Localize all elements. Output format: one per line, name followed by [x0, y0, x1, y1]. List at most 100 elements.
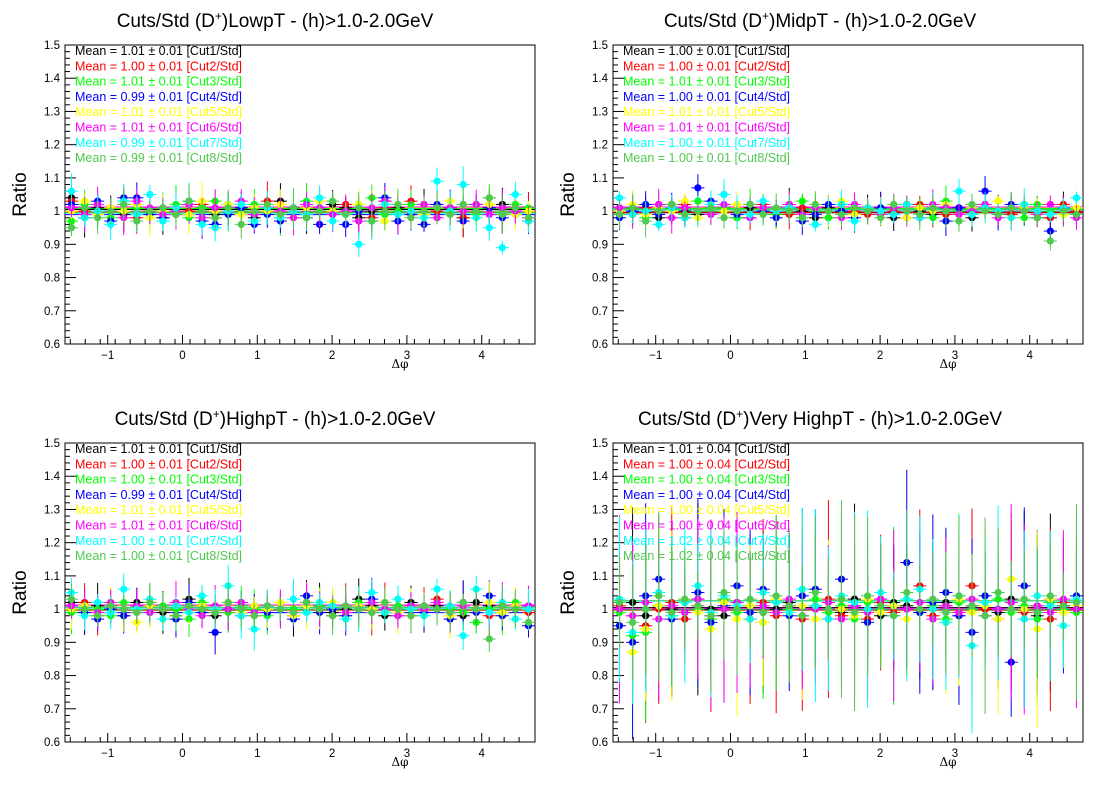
- marker: [368, 217, 376, 225]
- data-point: [273, 597, 287, 621]
- data-point: [430, 592, 444, 626]
- data-point: [443, 593, 457, 632]
- marker: [433, 204, 441, 212]
- x-tick-label: 2: [877, 748, 883, 760]
- legend-entry: Mean = 1.01 ± 0.01 [Cut6/Std]: [75, 121, 242, 135]
- data-point: [469, 200, 483, 222]
- legend-entry: Mean = 1.01 ± 0.01 [Cut5/Std]: [75, 503, 242, 517]
- legend-entry: Mean = 1.00 ± 0.01 [Cut7/Std]: [75, 534, 242, 548]
- data-point: [743, 195, 757, 214]
- data-point: [300, 206, 314, 229]
- marker: [615, 210, 624, 219]
- data-point: [639, 543, 653, 675]
- data-point: [482, 189, 496, 206]
- y-tick-label: 1: [54, 604, 60, 616]
- legend-entry: Mean = 1.00 ± 0.01 [Cut8/Std]: [623, 151, 790, 165]
- marker: [942, 207, 950, 215]
- marker: [1033, 214, 1041, 222]
- y-tick-label: 1: [54, 206, 60, 218]
- data-point: [143, 582, 157, 623]
- marker: [850, 217, 859, 225]
- marker: [733, 207, 741, 215]
- x-tick-label: 1: [254, 748, 260, 760]
- data-point: [78, 196, 92, 220]
- marker: [877, 214, 885, 222]
- x-axis-title: Δφ: [939, 357, 956, 371]
- x-axis-title: Δφ: [391, 755, 408, 769]
- data-point: [926, 194, 940, 222]
- marker: [329, 612, 337, 620]
- data-point: [717, 179, 731, 210]
- data-point: [482, 214, 496, 241]
- marker: [133, 608, 141, 617]
- data-point: [782, 198, 796, 224]
- marker: [498, 244, 506, 252]
- data-point: [286, 188, 300, 228]
- marker: [498, 602, 506, 610]
- marker: [681, 595, 689, 603]
- data-point: [365, 204, 379, 239]
- marker: [315, 207, 324, 215]
- y-tick-label: 0.7: [44, 306, 60, 318]
- x-tick-label: −1: [101, 350, 114, 362]
- data-point: [508, 590, 522, 629]
- marker: [159, 605, 167, 613]
- marker: [694, 207, 702, 215]
- marker: [355, 605, 363, 613]
- x-tick-label: −1: [649, 748, 662, 760]
- marker: [1072, 194, 1081, 202]
- marker: [485, 224, 493, 232]
- legend: Mean = 1.01 ± 0.01 [Cut1/Std]Mean = 1.00…: [75, 442, 242, 563]
- marker: [172, 612, 180, 620]
- marker: [381, 207, 389, 215]
- legend: Mean = 1.01 ± 0.01 [Cut1/Std]Mean = 1.00…: [75, 44, 242, 165]
- data-point: [978, 204, 992, 219]
- marker: [67, 187, 76, 195]
- marker: [524, 605, 533, 613]
- legend-entry: Mean = 0.99 ± 0.01 [Cut7/Std]: [75, 136, 242, 150]
- y-tick-label: 0.9: [592, 239, 608, 251]
- marker: [159, 204, 167, 212]
- data-point: [482, 594, 496, 630]
- data-point: [313, 201, 327, 221]
- marker: [381, 598, 389, 607]
- marker: [485, 210, 493, 219]
- marker: [107, 602, 115, 610]
- data-point: [208, 205, 222, 230]
- chart-title: Cuts/Std (D+)HighpT - (h)>1.0-2.0GeV: [115, 407, 436, 430]
- data-point: [430, 191, 444, 225]
- data-point: [65, 173, 79, 210]
- x-tick-label: 1: [802, 350, 808, 362]
- data-point: [234, 591, 248, 627]
- legend-entry: Mean = 0.99 ± 0.01 [Cut4/Std]: [75, 90, 242, 104]
- y-tick-label: 0.6: [44, 737, 60, 749]
- marker: [420, 207, 428, 215]
- data-point: [221, 582, 235, 623]
- data-point: [365, 579, 379, 606]
- marker: [329, 217, 337, 225]
- data-point: [260, 195, 274, 214]
- marker: [276, 605, 285, 613]
- y-axis-title: Ratio: [10, 172, 31, 216]
- data-point: [508, 199, 522, 216]
- x-tick-label: −1: [101, 748, 114, 760]
- data-point: [1069, 191, 1083, 205]
- marker: [289, 204, 298, 212]
- legend-entry: Mean = 1.01 ± 0.01 [Cut5/Std]: [623, 105, 790, 119]
- data-point: [378, 191, 392, 231]
- marker: [863, 207, 872, 215]
- marker: [668, 608, 676, 617]
- marker: [237, 200, 245, 209]
- data-point: [234, 210, 248, 239]
- marker: [798, 197, 806, 205]
- legend-entry: Mean = 1.01 ± 0.01 [Cut3/Std]: [75, 75, 242, 89]
- data-point: [339, 206, 353, 223]
- legend-entry: Mean = 1.01 ± 0.01 [Cut3/Std]: [623, 75, 790, 89]
- marker: [472, 207, 480, 215]
- data-point: [652, 217, 666, 232]
- plot-frame: [64, 44, 536, 345]
- data-point: [365, 604, 379, 621]
- marker: [250, 612, 258, 620]
- y-tick-label: 1.3: [44, 106, 60, 118]
- y-tick-label: 1.1: [592, 571, 608, 583]
